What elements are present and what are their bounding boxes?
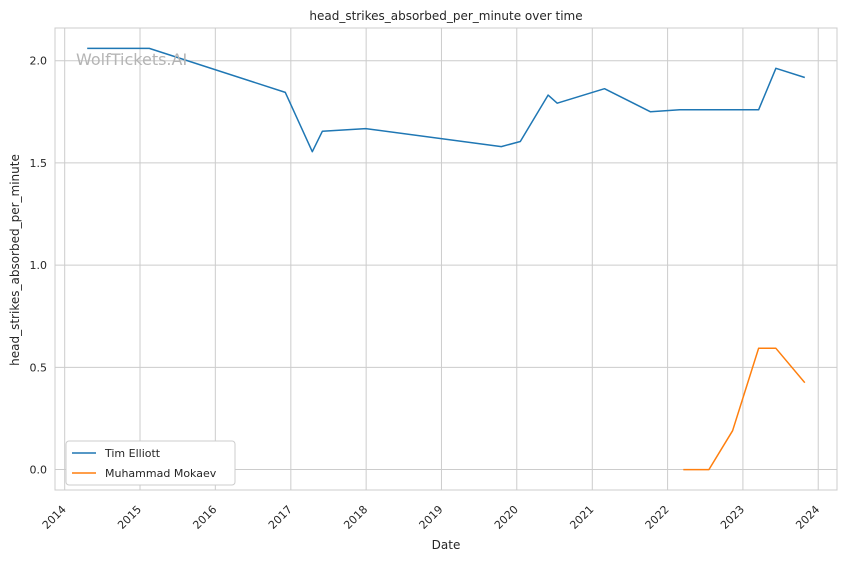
x-axis-label: Date [432,538,461,552]
legend-box [65,440,236,486]
legend-label-tim-elliott: Tim Elliott [104,447,161,460]
series-line-muhammad-mokaev [683,347,806,471]
legend-label-muhammad-mokaev: Muhammad Mokaev [105,467,217,480]
watermark: WolfTickets.AI [76,50,187,69]
y-tick-label: 1.0 [30,259,48,272]
y-tick-label: 2.0 [30,55,48,68]
series-lines [87,47,806,471]
y-axis-label: head_strikes_absorbed_per_minute [8,154,22,366]
chart-title: head_strikes_absorbed_per_minute over ti… [309,9,582,23]
plot-frame [54,27,838,491]
y-tick-label: 0.0 [30,464,48,477]
legend: Tim Elliott Muhammad Mokaev [65,440,236,486]
y-tick-label: 1.5 [30,157,48,170]
series-line-tim-elliott [87,47,806,153]
y-tick-label: 0.5 [30,361,48,374]
